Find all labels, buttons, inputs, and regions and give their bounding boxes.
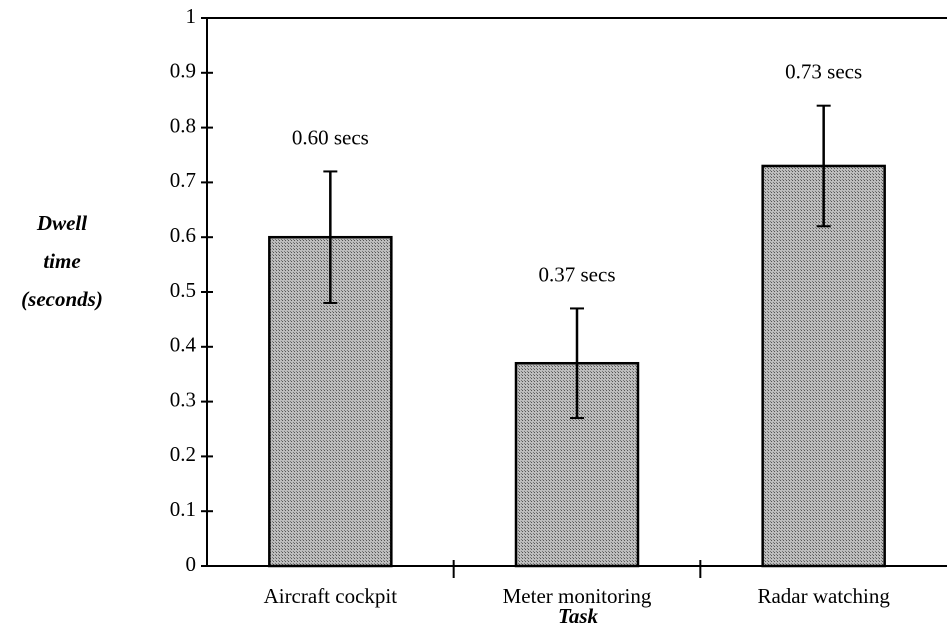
y-axis-title: Dwell <box>36 211 87 235</box>
x-tick-label: Radar watching <box>757 584 890 608</box>
y-tick-label: 0 <box>186 552 197 576</box>
x-tick-label: Aircraft cockpit <box>264 584 398 608</box>
y-tick-label: 0.3 <box>170 387 196 411</box>
y-tick-label: 1 <box>186 4 197 28</box>
data-label: 0.60 secs <box>292 125 369 149</box>
bar <box>761 164 886 568</box>
y-axis-title: (seconds) <box>21 287 103 311</box>
y-axis-title: time <box>43 249 80 273</box>
y-tick-label: 0.7 <box>170 168 196 192</box>
y-tick-label: 0.5 <box>170 278 196 302</box>
data-label: 0.37 secs <box>539 262 616 286</box>
y-tick-label: 0.9 <box>170 59 196 83</box>
y-tick-label: 0.6 <box>170 223 196 247</box>
y-tick-label: 0.8 <box>170 113 196 137</box>
y-tick-label: 0.2 <box>170 442 196 466</box>
x-axis-title: Task <box>558 604 599 628</box>
y-tick-label: 0.4 <box>170 333 197 357</box>
x-tick-label: Meter monitoring <box>503 584 652 608</box>
y-tick-label: 0.1 <box>170 497 196 521</box>
data-label: 0.73 secs <box>785 59 862 83</box>
